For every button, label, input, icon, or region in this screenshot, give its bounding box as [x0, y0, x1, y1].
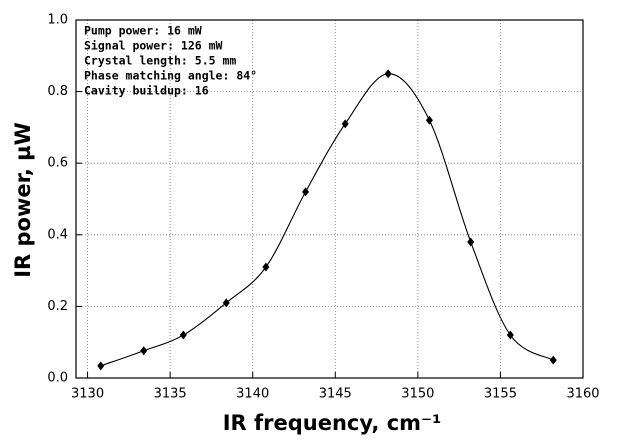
y-tick-label: 1.0 — [47, 13, 68, 28]
marker — [549, 355, 557, 365]
marker — [302, 187, 310, 197]
marker — [222, 298, 230, 308]
plot-frame — [75, 19, 584, 379]
marker — [262, 262, 270, 272]
x-tick-label: 3135 — [154, 387, 187, 402]
marker — [179, 330, 187, 340]
y-tick-label: 0.4 — [47, 227, 68, 242]
marker — [384, 69, 392, 79]
x-tick-label: 3130 — [71, 387, 104, 402]
x-tick-label: 3150 — [401, 387, 434, 402]
y-tick-label: 0.0 — [47, 371, 68, 386]
x-tick-label: 3145 — [319, 387, 352, 402]
y-axis-label: IR power, µW — [11, 122, 35, 278]
marker — [140, 346, 148, 356]
marker — [506, 330, 514, 340]
annotation: Crystal length: 5.5 mm — [84, 54, 236, 68]
marker — [97, 361, 105, 371]
marker — [467, 237, 475, 247]
annotation: Signal power: 126 mW — [84, 39, 223, 53]
annotation: Cavity buildup: 16 — [84, 84, 209, 98]
y-tick-label: 0.2 — [47, 299, 68, 314]
y-tick-label: 0.6 — [47, 156, 68, 171]
line — [100, 73, 554, 367]
x-tick-label: 3140 — [236, 387, 269, 402]
x-axis-label: IR frequency, cm⁻¹ — [223, 411, 442, 435]
y-tick-label: 0.8 — [47, 84, 68, 99]
x-tick-label: 3155 — [484, 387, 517, 402]
annotation: Phase matching angle: 84° — [84, 69, 257, 83]
x-tick-label: 3160 — [566, 387, 599, 402]
marker — [425, 115, 433, 125]
marker — [341, 119, 349, 129]
annotation: Pump power: 16 mW — [84, 24, 202, 38]
